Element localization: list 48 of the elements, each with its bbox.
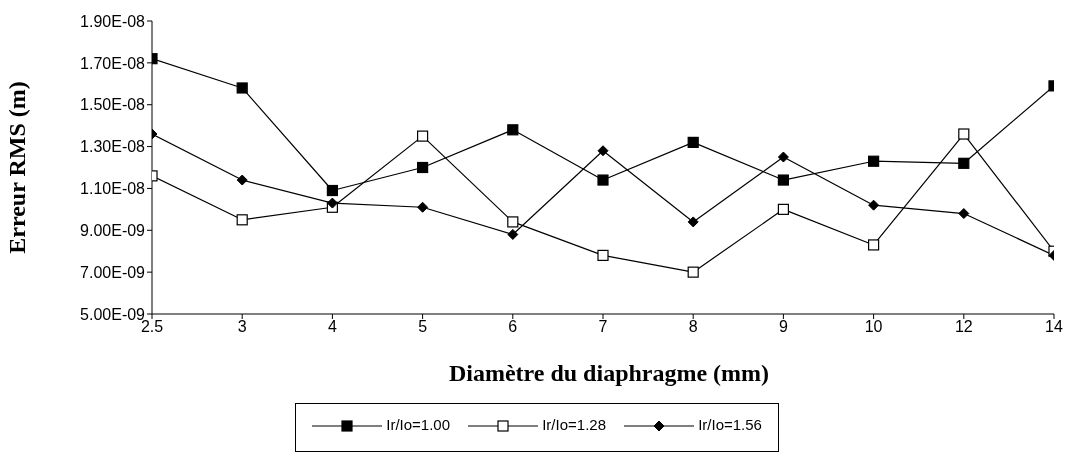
y-tick-label: 9.00E-09 <box>80 221 146 239</box>
point <box>597 145 609 157</box>
y-tick-label: 1.10E-08 <box>80 180 146 198</box>
point <box>507 216 519 228</box>
legend-label: Ir/Io=1.00 <box>385 416 451 434</box>
point <box>687 216 699 228</box>
point <box>417 201 429 213</box>
x-tick-label: 7 <box>598 318 608 336</box>
x-tick-label: 4 <box>327 318 337 336</box>
point <box>236 82 248 94</box>
x-tick-label: 3 <box>237 318 247 336</box>
x-tick-label: 5 <box>418 318 428 336</box>
point <box>868 239 880 251</box>
point <box>417 161 429 174</box>
y-tick-label: 1.90E-08 <box>80 12 146 30</box>
y-tick-label: 1.50E-08 <box>80 96 146 114</box>
y-tick-label: 7.00E-09 <box>80 263 146 281</box>
point <box>326 197 338 209</box>
x-tick-label: 12 <box>954 318 973 336</box>
point <box>236 174 248 186</box>
x-tick-label: 9 <box>778 318 788 336</box>
point <box>958 157 970 169</box>
point <box>687 136 699 148</box>
legend-label: Ir/Io=1.56 <box>697 416 762 434</box>
point <box>597 249 609 261</box>
point <box>236 214 248 226</box>
point <box>777 174 789 186</box>
point <box>958 128 970 140</box>
y-tick-label: 1.70E-08 <box>80 54 146 72</box>
point <box>597 174 609 186</box>
point <box>868 155 880 167</box>
point <box>417 130 429 142</box>
x-tick-label: 8 <box>688 318 698 336</box>
point <box>326 184 338 197</box>
x-axis-title: Diamètre du diaphragme (mm) <box>447 360 771 387</box>
point <box>777 151 789 163</box>
point <box>687 266 699 278</box>
point <box>958 208 970 220</box>
legend-label: Ir/Io=1.28 <box>541 416 606 434</box>
point <box>868 199 880 211</box>
x-tick-label: 6 <box>508 318 518 336</box>
point <box>507 228 519 240</box>
y-axis-title: Erreur RMS (m) <box>3 81 30 254</box>
x-tick-label: 10 <box>864 318 883 336</box>
point <box>777 203 789 215</box>
x-tick-label: 14 <box>1045 318 1063 336</box>
y-tick-label: 1.30E-08 <box>80 138 146 156</box>
point <box>507 124 519 136</box>
